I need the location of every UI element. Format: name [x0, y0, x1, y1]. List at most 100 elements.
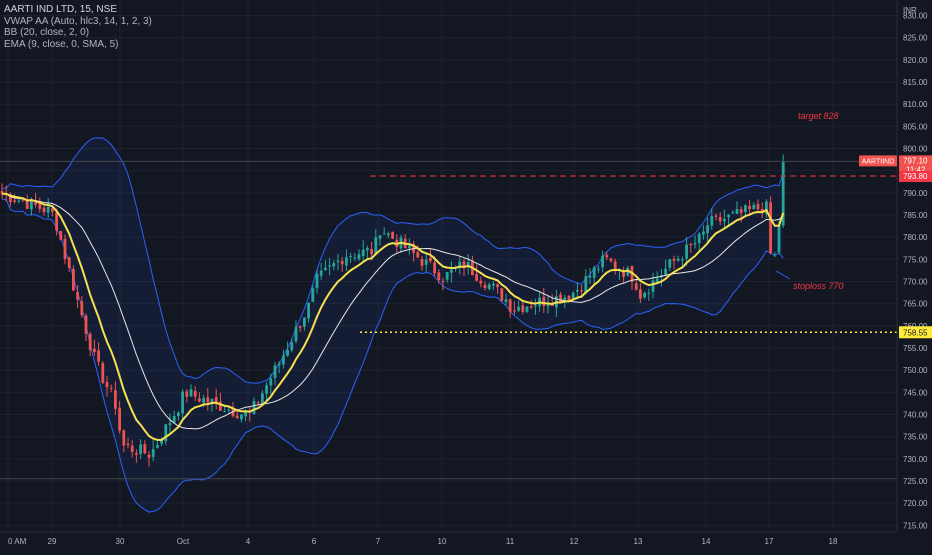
candle-body: [126, 443, 130, 445]
candle-body: [496, 284, 499, 288]
x-tick-label: 4: [246, 537, 251, 546]
candle-body: [130, 445, 134, 452]
candle-body: [252, 400, 256, 414]
candle-body: [206, 397, 210, 403]
candle-body: [492, 283, 495, 286]
candle-body: [521, 305, 525, 312]
candle-body: [244, 411, 247, 417]
candle-body: [370, 249, 373, 255]
legend-ema[interactable]: EMA (9, close, 0, SMA, 5): [4, 38, 119, 50]
y-tick-label: 730.00: [903, 455, 928, 464]
y-tick-label: 735.00: [903, 433, 928, 442]
candle-body: [336, 260, 340, 262]
y-tick-label: 725.00: [903, 477, 928, 486]
candle-body: [752, 204, 756, 210]
candle-body: [261, 393, 264, 404]
candle-body: [576, 290, 579, 292]
candle-body: [181, 391, 184, 414]
y-tick-label: 790.00: [903, 189, 928, 198]
candle-body: [349, 256, 352, 258]
candle-body: [475, 274, 478, 281]
candle-body: [0, 191, 4, 194]
candle-body: [21, 200, 25, 202]
x-tick-label: 18: [829, 537, 838, 546]
candle-body: [156, 445, 159, 448]
candle-body: [529, 306, 533, 308]
candle-body: [739, 209, 743, 213]
candle-body: [122, 430, 126, 446]
candle-body: [353, 257, 357, 259]
candle-body: [559, 294, 562, 303]
y-tick-label: 780.00: [903, 233, 928, 242]
candle-body: [580, 290, 583, 292]
candle-body: [25, 199, 29, 209]
candle-body: [307, 302, 310, 319]
candle-body: [760, 209, 764, 214]
candle-body: [202, 397, 205, 403]
y-tick-label: 755.00: [903, 344, 928, 353]
candle-body: [781, 161, 785, 226]
x-tick-label: 14: [702, 537, 711, 546]
candle-body: [227, 409, 231, 411]
candle-body: [563, 297, 567, 302]
legend-vwap[interactable]: VWAP AA (Auto, hlc3, 14, 1, 2, 3): [4, 15, 152, 27]
candle-body: [76, 291, 79, 300]
candle-body: [210, 398, 214, 404]
x-tick-label: 12: [570, 537, 579, 546]
x-tick-label: 6: [312, 537, 317, 546]
candle-body: [328, 265, 331, 267]
candle-body: [55, 212, 58, 231]
time-axis-bg: [0, 532, 932, 550]
x-tick-label: 29: [48, 537, 57, 546]
candle-body: [429, 257, 432, 262]
symbol-title[interactable]: AARTI IND LTD, 15, NSE: [4, 4, 117, 15]
candle-body: [697, 233, 701, 243]
y-tick-label: 745.00: [903, 388, 928, 397]
price-tag-bg: [899, 155, 932, 176]
candle-body: [534, 305, 537, 307]
currency-label: INR: [903, 6, 917, 15]
x-tick-label: 7: [376, 537, 381, 546]
candle-body: [235, 415, 239, 419]
candle-body: [748, 206, 751, 210]
candle-body: [756, 204, 760, 210]
y-tick-label: 800.00: [903, 145, 928, 154]
y-tick-label: 815.00: [903, 78, 928, 87]
candle-body: [735, 208, 739, 214]
candle-body: [592, 267, 596, 278]
candle-body: [487, 284, 491, 289]
stoploss-pointer: [775, 270, 791, 280]
legend-bb[interactable]: BB (20, close, 2, 0): [4, 27, 90, 38]
candle-body: [685, 244, 688, 259]
candle-body: [517, 306, 520, 311]
candle-body: [777, 225, 781, 253]
candle-body: [282, 355, 285, 365]
candle-body: [681, 259, 684, 261]
candle-body: [744, 205, 747, 213]
candle-body: [433, 262, 436, 274]
price-axis-bg: [897, 0, 932, 550]
candle-body: [114, 390, 117, 409]
candle-body: [193, 390, 197, 397]
candle-body: [298, 326, 302, 328]
levels-layer: target 828 stoploss 770: [0, 111, 897, 480]
x-tick-label: 11: [506, 537, 515, 546]
y-tick-label: 740.00: [903, 411, 928, 420]
candle-body: [387, 233, 390, 236]
candle-body: [361, 249, 365, 257]
candle-body: [42, 207, 46, 213]
candle-body: [420, 258, 424, 266]
candle-body: [13, 200, 16, 202]
candle-body: [38, 203, 42, 209]
target-price-tag: 793.80: [903, 172, 928, 181]
candle-body: [168, 423, 172, 425]
candle-body: [668, 259, 672, 268]
candle-body: [46, 206, 50, 213]
candle-body: [723, 218, 726, 222]
candle-body: [357, 254, 361, 259]
candle-body: [702, 231, 705, 235]
candle-body: [143, 444, 147, 454]
stoploss-annotation: stoploss 770: [793, 281, 844, 291]
